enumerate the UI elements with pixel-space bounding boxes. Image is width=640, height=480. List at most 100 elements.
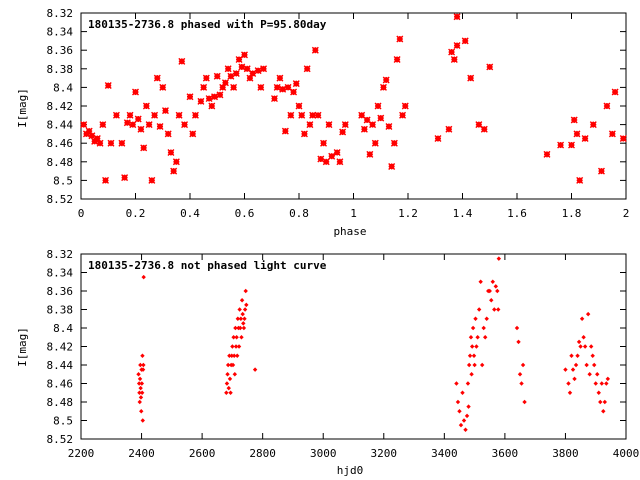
data-point <box>202 74 210 82</box>
data-point <box>596 390 601 395</box>
data-point <box>382 76 390 84</box>
data-point <box>470 325 476 331</box>
data-point <box>314 111 322 119</box>
x-tick-label: 1.8 <box>562 207 582 220</box>
y-tick-labels: 8.32 8.34 8.36 8.38 8.4 8.42 8.44 8.46 8.48 8.5 8.… <box>47 248 74 446</box>
data-point <box>99 121 107 129</box>
data-point <box>300 130 308 138</box>
data-point <box>516 339 521 345</box>
chart-title: 180135-2736.8 not phased light curve <box>88 259 327 272</box>
data-point <box>579 316 585 321</box>
data-point <box>126 111 134 119</box>
data-point <box>145 121 153 129</box>
data-point <box>257 83 265 91</box>
data-point <box>582 344 588 349</box>
x-tick-label: 0.8 <box>289 207 309 220</box>
data-point <box>139 381 145 386</box>
data-point <box>493 284 499 289</box>
data-point <box>138 362 143 368</box>
data-point <box>104 82 112 90</box>
data-point <box>602 399 608 405</box>
x-tick-label: 0 <box>78 207 85 220</box>
data-point <box>295 102 303 110</box>
data-point <box>573 130 581 138</box>
y-tick-label: 8.5 <box>53 174 73 187</box>
data-point <box>254 67 262 75</box>
data-point <box>496 307 501 312</box>
data-point <box>469 372 474 377</box>
data-point <box>167 149 175 156</box>
data-point <box>317 155 325 163</box>
data-point <box>273 83 281 91</box>
data-point <box>567 390 573 395</box>
x-tick-label: 3200 <box>371 447 398 460</box>
data-point <box>112 111 120 119</box>
data-point <box>587 372 592 377</box>
data-point <box>519 381 524 386</box>
data-point <box>478 279 483 284</box>
data-point <box>270 95 278 103</box>
data-point <box>211 93 219 101</box>
data-point <box>448 48 456 56</box>
x-axis-label: hjd0 <box>337 464 364 477</box>
data-point <box>93 135 101 143</box>
data-points <box>80 13 627 184</box>
data-point <box>520 362 526 368</box>
data-point <box>233 325 238 331</box>
data-point <box>140 144 148 152</box>
unphased-light-curve-panel: 8.32 8.34 8.36 8.38 8.4 8.42 8.44 8.46 8.48 8.5 8.… <box>16 248 639 477</box>
data-point <box>123 119 131 127</box>
data-point <box>543 150 551 158</box>
data-point <box>237 307 242 312</box>
data-point <box>290 88 298 96</box>
x-tick-label: 4000 <box>613 447 640 460</box>
x-tick-label: 1.4 <box>453 207 473 220</box>
data-point <box>371 139 379 147</box>
y-tick-label: 8.46 <box>47 378 74 391</box>
data-point <box>399 111 407 119</box>
data-point <box>360 125 368 133</box>
data-point <box>238 325 243 331</box>
x-tick-label: 2400 <box>128 447 155 460</box>
data-point <box>581 135 589 143</box>
data-point <box>592 362 597 368</box>
data-point <box>170 167 178 175</box>
data-point <box>366 150 374 158</box>
data-point <box>484 316 489 321</box>
data-point <box>227 72 235 80</box>
data-point <box>589 121 597 129</box>
data-point <box>244 302 249 308</box>
data-point <box>393 56 401 63</box>
data-point <box>385 122 393 130</box>
y-tick-label: 8.32 <box>47 7 74 20</box>
data-point <box>322 158 330 166</box>
data-point <box>181 121 189 129</box>
data-point <box>134 115 142 123</box>
data-point <box>235 316 241 321</box>
data-point <box>224 390 229 395</box>
data-point <box>235 353 240 358</box>
data-point <box>140 418 145 423</box>
data-point <box>450 56 458 63</box>
data-point <box>584 362 589 368</box>
data-point <box>341 121 349 129</box>
y-tick-label: 8.46 <box>47 137 74 150</box>
data-point <box>281 127 289 135</box>
data-point <box>129 121 137 129</box>
x-tick-label: 2 <box>623 207 630 220</box>
x-tick-label: 3600 <box>492 447 519 460</box>
data-point <box>138 385 143 391</box>
data-point <box>445 125 453 133</box>
data-point <box>249 69 257 77</box>
data-point <box>161 107 169 115</box>
data-point <box>492 307 497 312</box>
x-tick-label: 0.2 <box>126 207 146 220</box>
y-tick-label: 8.36 <box>47 285 74 298</box>
data-point <box>224 381 230 386</box>
x-tick-label: 0.6 <box>235 207 255 220</box>
data-point <box>236 344 242 349</box>
tick-marks <box>80 12 627 200</box>
data-point <box>239 298 245 303</box>
data-point <box>118 139 126 147</box>
y-tick-label: 8.5 <box>53 415 73 428</box>
